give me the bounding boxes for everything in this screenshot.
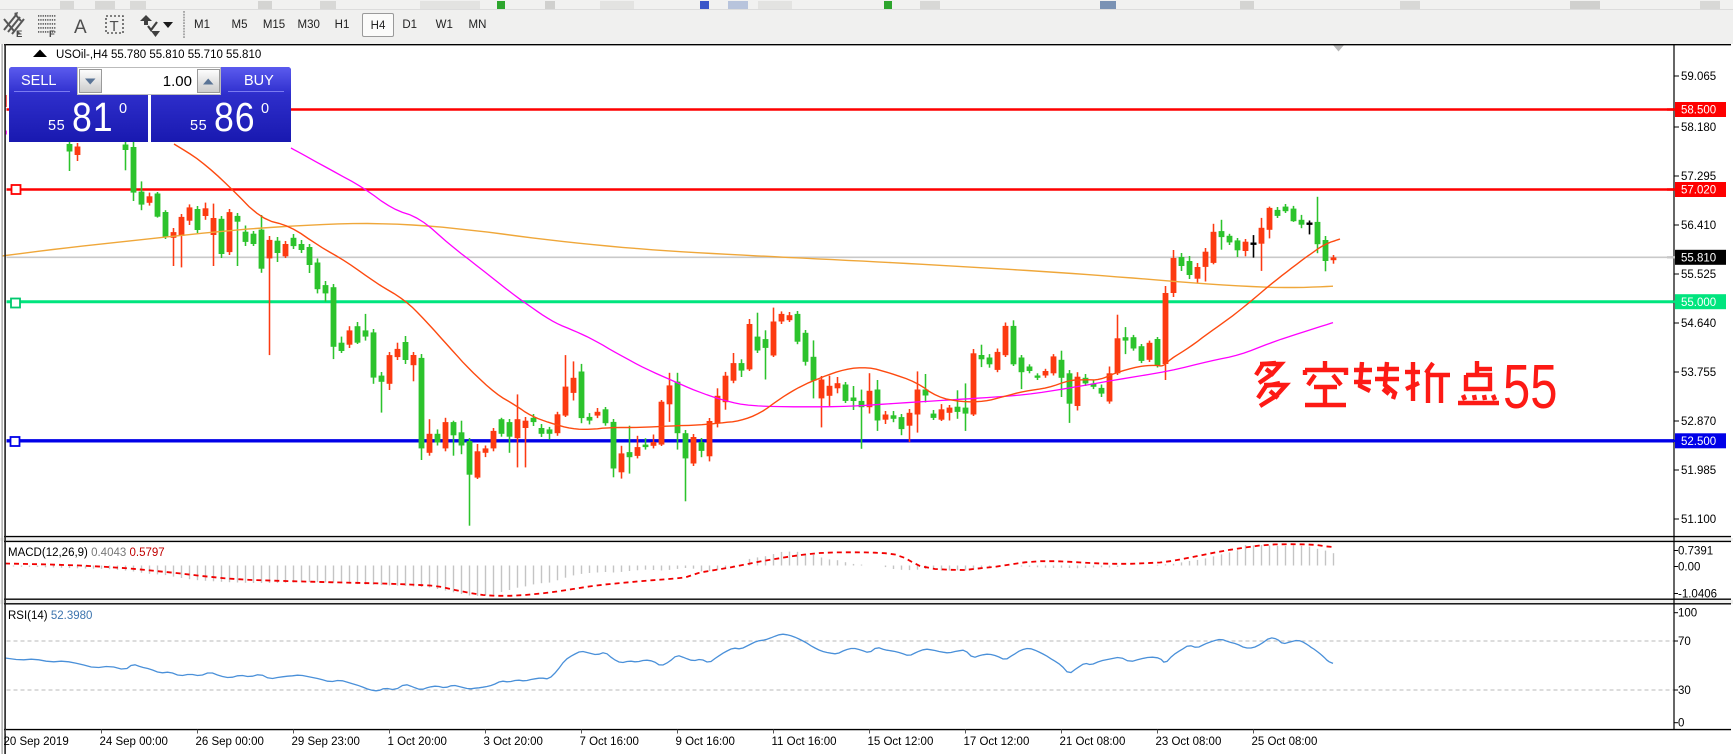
svg-text:51.985: 51.985 — [1681, 465, 1716, 477]
svg-text:52.870: 52.870 — [1681, 416, 1716, 428]
svg-text:0.7391: 0.7391 — [1678, 546, 1713, 558]
svg-text:24 Sep 00:00: 24 Sep 00:00 — [100, 736, 168, 748]
svg-text:55: 55 — [1503, 351, 1557, 421]
svg-text:17 Oct 12:00: 17 Oct 12:00 — [964, 736, 1030, 748]
svg-text:F: F — [49, 29, 55, 40]
svg-text:59.065: 59.065 — [1681, 71, 1716, 83]
svg-text:-1.0406: -1.0406 — [1678, 589, 1717, 601]
svg-text:11 Oct 16:00: 11 Oct 16:00 — [772, 736, 837, 748]
svg-text:25 Oct 08:00: 25 Oct 08:00 — [1252, 736, 1318, 748]
svg-text:MACD(12,26,9) 0.4043 0.5797: MACD(12,26,9) 0.4043 0.5797 — [8, 547, 165, 559]
svg-text:70: 70 — [1678, 636, 1691, 648]
svg-text:7 Oct 16:00: 7 Oct 16:00 — [580, 736, 639, 748]
svg-text:USOil-,H4 55.780 55.810 55.71: USOil-,H4 55.780 55.810 55.710 55.810 — [56, 49, 261, 61]
svg-text:0: 0 — [1678, 718, 1684, 730]
svg-text:53.755: 53.755 — [1681, 367, 1716, 379]
svg-text:9 Oct 16:00: 9 Oct 16:00 — [676, 736, 735, 748]
svg-text:58.500: 58.500 — [1681, 105, 1716, 117]
svg-text:20 Sep 2019: 20 Sep 2019 — [4, 736, 69, 748]
svg-text:30: 30 — [1678, 685, 1691, 697]
svg-text:54.640: 54.640 — [1681, 318, 1716, 330]
svg-text:1 Oct 20:00: 1 Oct 20:00 — [388, 736, 447, 748]
svg-text:26 Sep 00:00: 26 Sep 00:00 — [196, 736, 264, 748]
svg-text:29 Sep 23:00: 29 Sep 23:00 — [292, 736, 360, 748]
svg-text:52.500: 52.500 — [1681, 436, 1716, 448]
svg-text:100: 100 — [1678, 608, 1697, 620]
svg-text:58.180: 58.180 — [1681, 122, 1716, 134]
svg-text:51.100: 51.100 — [1681, 514, 1716, 526]
svg-text:56.410: 56.410 — [1681, 220, 1716, 232]
svg-text:57.020: 57.020 — [1681, 185, 1716, 197]
svg-text:A: A — [74, 17, 87, 38]
svg-text:55.810: 55.810 — [1681, 253, 1716, 265]
svg-text:0.00: 0.00 — [1678, 562, 1700, 574]
svg-text:15 Oct 12:00: 15 Oct 12:00 — [868, 736, 934, 748]
svg-text:55.525: 55.525 — [1681, 269, 1716, 281]
svg-text:23 Oct 08:00: 23 Oct 08:00 — [1156, 736, 1222, 748]
svg-text:E: E — [16, 29, 22, 40]
svg-text:3 Oct 20:00: 3 Oct 20:00 — [484, 736, 543, 748]
svg-text:T: T — [110, 18, 119, 35]
svg-text:55.000: 55.000 — [1681, 297, 1716, 309]
svg-text:57.295: 57.295 — [1681, 171, 1716, 183]
svg-text:RSI(14) 52.3980: RSI(14) 52.3980 — [8, 610, 92, 622]
svg-text:21 Oct 08:00: 21 Oct 08:00 — [1060, 736, 1126, 748]
